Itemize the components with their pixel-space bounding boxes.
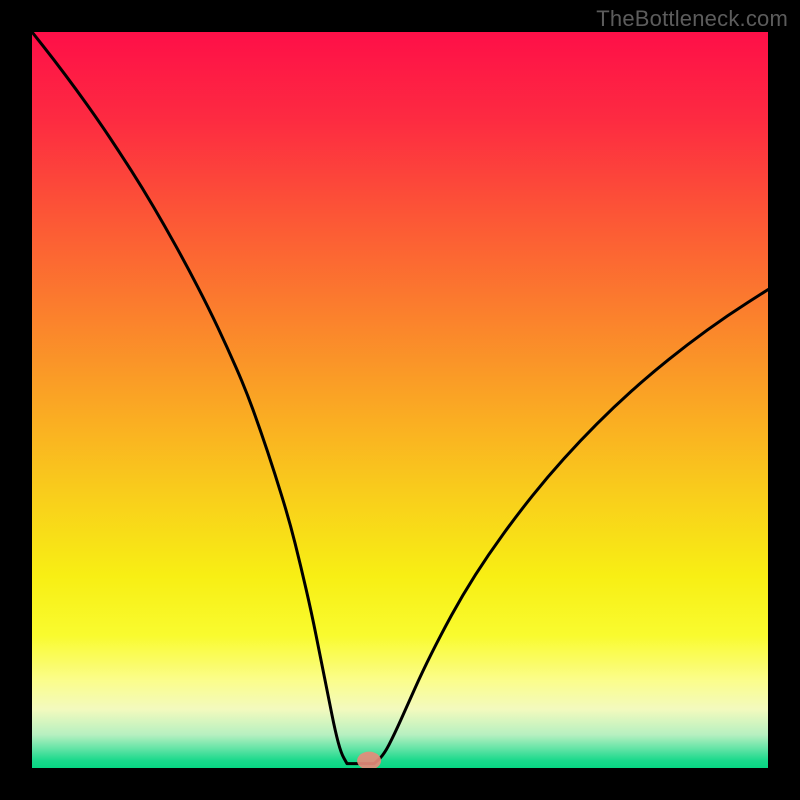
bottleneck-curve — [32, 32, 768, 768]
plot-area — [32, 32, 768, 768]
minimum-marker — [357, 752, 381, 768]
chart-frame: TheBottleneck.com — [0, 0, 800, 800]
watermark-text: TheBottleneck.com — [596, 6, 788, 32]
